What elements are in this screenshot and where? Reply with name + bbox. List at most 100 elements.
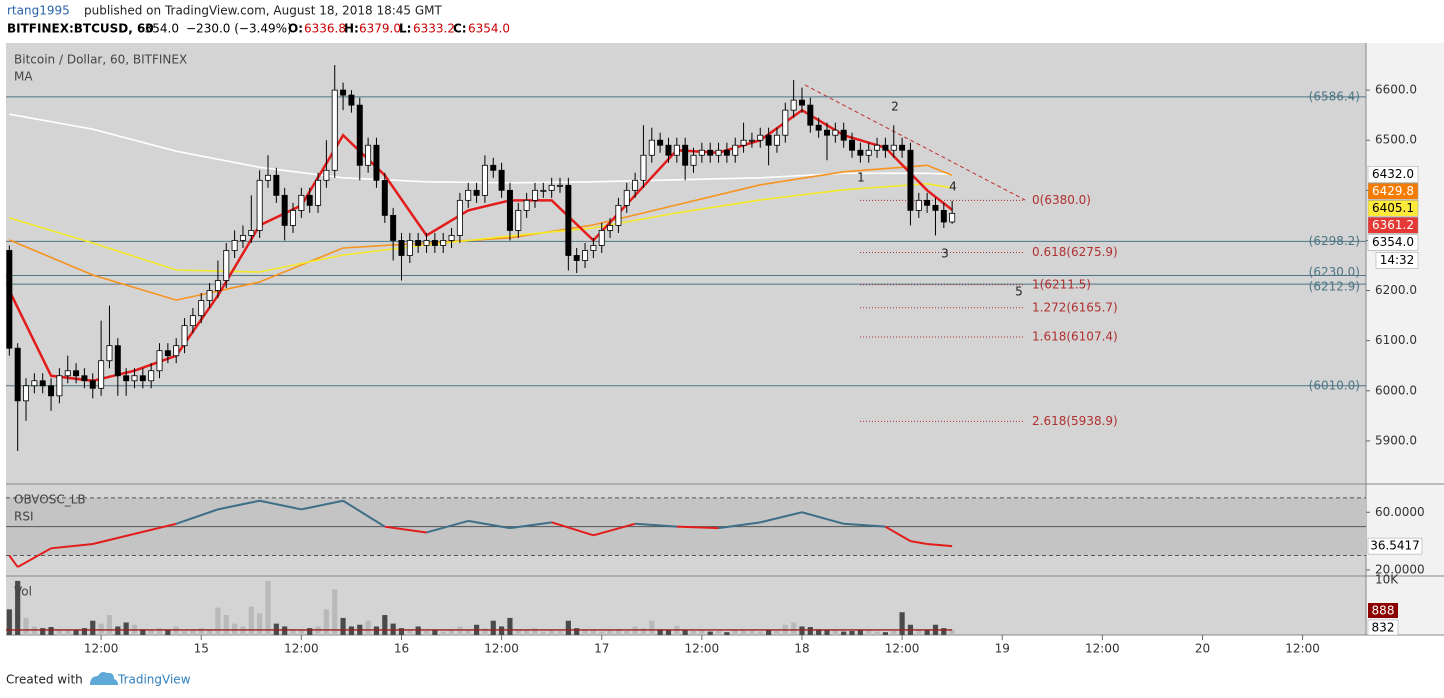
candle-body xyxy=(865,149,872,156)
volume-bar xyxy=(15,580,21,635)
rsi-segment xyxy=(718,521,761,530)
vol-ma-label: 888 xyxy=(1372,604,1395,618)
candle-body xyxy=(64,370,71,377)
candle-body xyxy=(123,375,130,382)
candle-body xyxy=(673,144,680,156)
candle-body xyxy=(48,385,55,397)
volume-bar xyxy=(257,613,263,635)
candle-body xyxy=(440,240,447,246)
volume-bar xyxy=(198,628,204,635)
volume-bar xyxy=(624,631,630,635)
candle-body xyxy=(331,89,338,171)
x-tick-label: 12:00 xyxy=(685,642,720,656)
price-box-label: 6354.0 xyxy=(1372,235,1414,249)
candle-body xyxy=(732,144,739,156)
candle-body xyxy=(231,240,238,251)
rsi-segment xyxy=(217,499,260,511)
price-box xyxy=(1367,234,1419,251)
candle-body xyxy=(14,347,21,402)
candle-body xyxy=(106,345,113,362)
candle-body xyxy=(473,189,480,196)
volume-bar xyxy=(173,626,179,635)
volume-bar xyxy=(457,626,463,635)
candle-body xyxy=(239,235,246,241)
volume-bar xyxy=(90,620,96,635)
volume-bar xyxy=(657,629,663,635)
volume-bar xyxy=(590,629,596,635)
volume-bar xyxy=(565,620,571,635)
candle-body xyxy=(623,189,630,206)
volume-bar xyxy=(740,629,747,635)
volume-bar xyxy=(916,629,922,635)
candle-body xyxy=(940,209,947,223)
candle-body xyxy=(248,230,255,236)
candle-body xyxy=(832,129,839,136)
volume-bar xyxy=(807,627,813,635)
candle-body xyxy=(590,245,597,251)
footer-brand[interactable]: TradingView xyxy=(117,673,191,687)
price-axis xyxy=(1366,43,1444,635)
volume-bar xyxy=(757,631,763,635)
candle-body xyxy=(949,212,956,223)
volume-bar xyxy=(640,628,647,635)
candle-body xyxy=(298,194,305,211)
volume-bar xyxy=(532,628,538,635)
high: 6379.0 xyxy=(359,22,401,36)
candle-body xyxy=(723,149,730,156)
volume-bar xyxy=(215,607,221,635)
candle-body xyxy=(807,104,814,126)
candle-body xyxy=(189,315,196,327)
y-tick-label: 5900.0 xyxy=(1375,433,1417,447)
candle-body xyxy=(907,149,914,211)
candle-body xyxy=(582,250,589,261)
candle-body xyxy=(31,380,38,387)
candle-body xyxy=(290,209,297,226)
candle-body xyxy=(840,129,847,141)
candle-body xyxy=(315,179,322,206)
volume-bar xyxy=(774,631,780,635)
y-tick-label: 6600.0 xyxy=(1375,83,1417,97)
x-tick-label: 12:00 xyxy=(1085,642,1120,656)
last-price: 6354.0 xyxy=(137,22,179,36)
candle-body xyxy=(698,149,705,156)
volume-bar xyxy=(265,580,271,635)
rsi-segment xyxy=(301,499,344,511)
volume-bar xyxy=(482,628,488,635)
candle-body xyxy=(890,144,897,151)
price-box-label: 6405.1 xyxy=(1372,201,1414,215)
candle-body xyxy=(39,380,46,387)
volume-bar xyxy=(156,628,163,635)
candle-body xyxy=(490,164,497,171)
candle-body xyxy=(431,240,438,246)
rsi-segment xyxy=(50,542,93,550)
indicator-label: RSI xyxy=(14,510,34,524)
candle-body xyxy=(740,139,747,146)
level-label: (6212.9) xyxy=(1309,280,1360,294)
volume-bar xyxy=(407,630,413,635)
volume-bar xyxy=(465,629,471,635)
candle-body xyxy=(23,385,30,402)
volume-bar xyxy=(832,629,838,635)
overlay-label: MA xyxy=(14,70,33,84)
rsi-segment xyxy=(8,554,19,568)
volume-bar xyxy=(6,609,12,635)
volume-bar xyxy=(540,631,546,635)
volume-bar xyxy=(824,630,830,635)
volume-bar xyxy=(23,617,29,635)
y-tick-label: 6500.0 xyxy=(1375,133,1417,147)
candle-body xyxy=(390,214,397,241)
change: −230.0 (−3.49%) xyxy=(186,22,292,36)
candle-body xyxy=(6,250,13,349)
rsi-segment xyxy=(92,532,135,545)
marks: 5900.06000.06100.06200.06300.06400.06500… xyxy=(6,65,1425,656)
x-tick-label: 12:00 xyxy=(1285,642,1320,656)
candle-body xyxy=(164,350,171,357)
candle-body xyxy=(481,164,488,196)
candle-body xyxy=(707,149,714,156)
fib-label: 0(6380.0) xyxy=(1032,193,1091,207)
candle-body xyxy=(648,139,655,156)
y-tick-label: 6100.0 xyxy=(1375,333,1417,347)
volume-bar xyxy=(949,630,955,635)
volume-bar xyxy=(766,630,772,635)
rsi-segment xyxy=(259,499,302,511)
